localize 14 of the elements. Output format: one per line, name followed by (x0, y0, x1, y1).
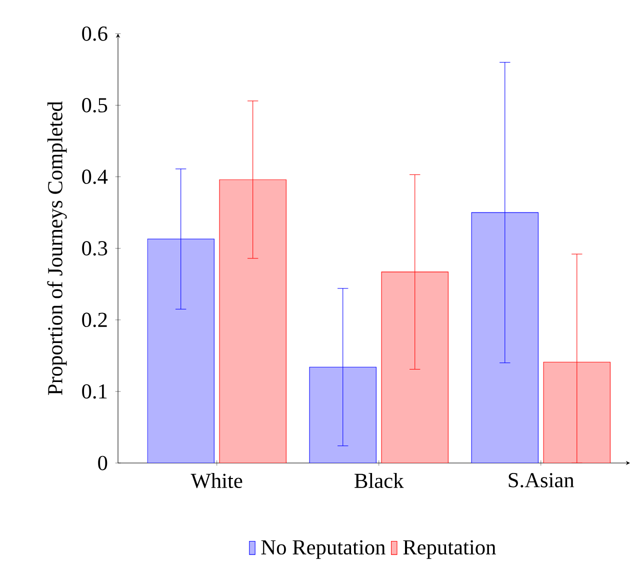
y-tick-label: 0.2 (82, 312, 107, 328)
legend-label: Reputation (403, 540, 496, 559)
bar (219, 179, 286, 463)
y-axis-title: Proportion of Journeys Completed (47, 101, 67, 395)
x-tick-label: White (190, 473, 242, 488)
x-tick-label: S.Asian (508, 473, 574, 488)
y-tick-label: 0.1 (82, 384, 107, 399)
y-tick-label: 0.3 (82, 241, 108, 256)
x-tick-label: Black (354, 473, 404, 488)
legend-label: No Reputation (261, 540, 386, 559)
y-tick-label: 0.5 (82, 98, 108, 112)
y-tick-label: 0 (98, 456, 108, 470)
y-tick-label: 0.6 (82, 26, 108, 41)
y-tick-label: 0.4 (82, 170, 108, 184)
